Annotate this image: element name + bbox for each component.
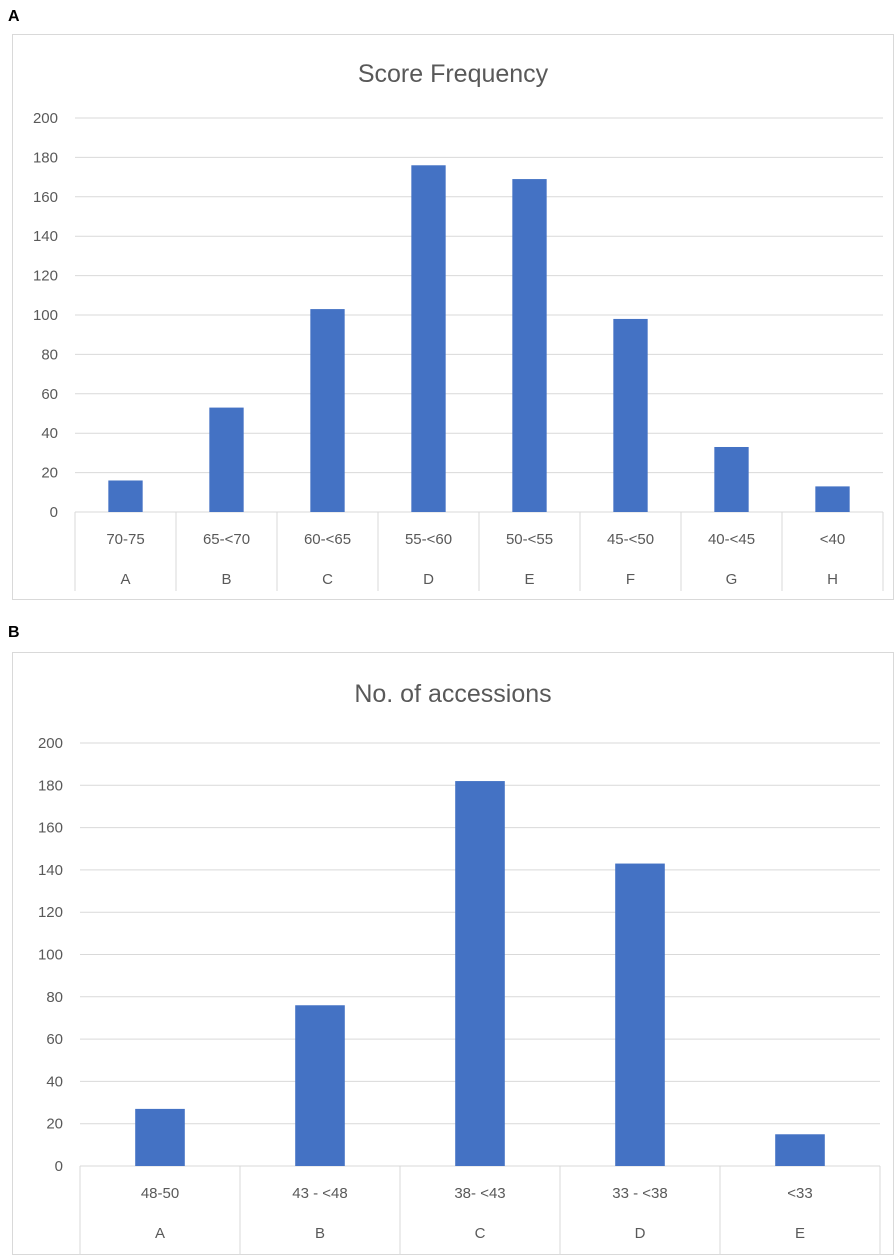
- y-tick-label: 0: [55, 1158, 63, 1175]
- chart-frame: [12, 34, 894, 600]
- chart-title: No. of accessions: [354, 680, 551, 708]
- bar: [135, 1108, 185, 1166]
- x-tick-label: 33 - <38: [612, 1185, 667, 1202]
- x-tick-label: 38- <43: [454, 1185, 505, 1202]
- x-tick-label: 70-75: [106, 531, 144, 548]
- bar: [455, 781, 505, 1166]
- bar: [815, 486, 850, 512]
- x-tick-label: 43 - <48: [292, 1185, 347, 1202]
- x-group-label: B: [315, 1225, 325, 1242]
- y-tick-label: 0: [50, 504, 58, 521]
- y-tick-label: 100: [38, 947, 63, 964]
- x-tick-label: 55-<60: [405, 531, 452, 548]
- bar: [411, 165, 446, 512]
- y-tick-label: 200: [38, 735, 63, 752]
- y-tick-label: 60: [41, 386, 58, 403]
- x-group-label: B: [221, 571, 231, 588]
- x-group-label: G: [726, 571, 738, 588]
- x-tick-label: 50-<55: [506, 531, 553, 548]
- x-group-label: E: [524, 571, 534, 588]
- bar: [615, 863, 665, 1166]
- panel-label-b: B: [8, 624, 20, 641]
- y-tick-label: 140: [33, 228, 58, 245]
- y-tick-label: 100: [33, 307, 58, 324]
- x-group-label: C: [475, 1225, 486, 1242]
- y-tick-label: 60: [46, 1031, 63, 1048]
- bar: [613, 318, 648, 512]
- x-tick-label: <40: [820, 531, 845, 548]
- y-tick-label: 120: [33, 268, 58, 285]
- y-tick-label: 20: [41, 465, 58, 482]
- y-tick-label: 180: [33, 149, 58, 166]
- y-tick-label: 200: [33, 110, 58, 127]
- x-group-label: A: [120, 571, 130, 588]
- y-tick-label: 80: [46, 989, 63, 1006]
- y-tick-label: 20: [46, 1116, 63, 1133]
- x-group-label: C: [322, 571, 333, 588]
- x-tick-label: 65-<70: [203, 531, 250, 548]
- x-group-label: F: [626, 571, 635, 588]
- x-tick-label: 48-50: [141, 1185, 179, 1202]
- chart-title: Score Frequency: [358, 60, 549, 88]
- bar: [108, 480, 143, 512]
- y-tick-label: 40: [41, 425, 58, 442]
- y-tick-label: 120: [38, 904, 63, 921]
- x-group-label: H: [827, 571, 838, 588]
- bar: [310, 309, 345, 512]
- x-group-label: E: [795, 1225, 805, 1242]
- bar: [714, 446, 749, 512]
- y-tick-label: 140: [38, 862, 63, 879]
- x-group-label: A: [155, 1225, 165, 1242]
- bar: [775, 1134, 825, 1166]
- x-group-label: D: [635, 1225, 646, 1242]
- panel-label-a: A: [8, 8, 20, 25]
- y-tick-label: 160: [38, 820, 63, 837]
- y-tick-label: 40: [46, 1073, 63, 1090]
- x-tick-label: 60-<65: [304, 531, 351, 548]
- y-tick-label: 180: [38, 777, 63, 794]
- accessions-chart: No. of accessions 0 20 40 60 80 100 120 140 160 18…: [12, 652, 894, 1255]
- bar: [295, 1005, 345, 1166]
- score-frequency-chart: Score Frequency 0 20 40 60 80 100 120 140 160 180 2…: [12, 34, 894, 600]
- bar: [512, 179, 547, 512]
- x-group-label: D: [423, 571, 434, 588]
- y-tick-label: 80: [41, 346, 58, 363]
- x-tick-label: 40-<45: [708, 531, 755, 548]
- bar: [209, 407, 244, 512]
- y-tick-label: 160: [33, 189, 58, 206]
- x-tick-label: <33: [787, 1185, 812, 1202]
- x-tick-label: 45-<50: [607, 531, 654, 548]
